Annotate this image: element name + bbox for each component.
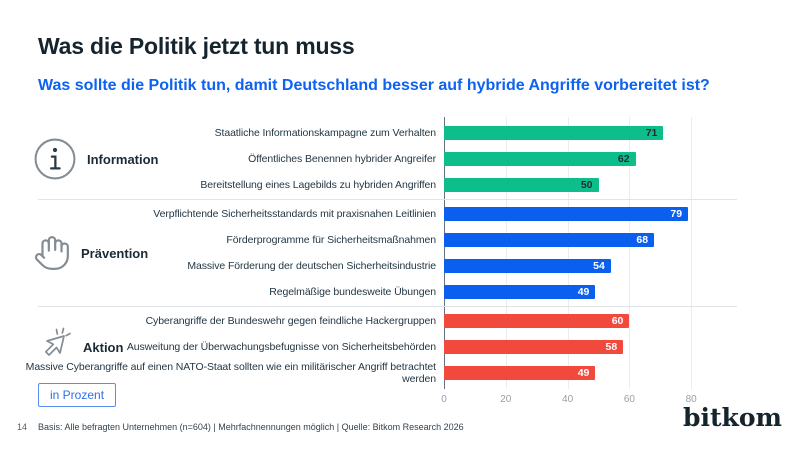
bar-track: 62	[444, 152, 800, 166]
group-badge: Aktion	[33, 327, 123, 367]
info-icon	[33, 137, 77, 181]
group-information: Information Staatliche Informationskampag…	[0, 119, 800, 199]
chart-row: Massive Förderung der deutschen Sicherhe…	[0, 253, 800, 279]
bar-value-label: 49	[577, 286, 590, 298]
category-label: Bereitstellung eines Lagebilds zu hybrid…	[200, 178, 436, 191]
bar: 60	[444, 314, 630, 328]
page-number: 14	[17, 422, 28, 432]
axis-tick-label: 40	[562, 394, 574, 405]
bar-track: 71	[444, 126, 800, 140]
x-axis: 0 20 40 60 80	[441, 394, 754, 408]
group-aktion: Aktion Cyberangriffe der Bundeswehr gegen…	[0, 307, 800, 387]
gridline	[505, 117, 507, 389]
chart-row: Bereitstellung eines Lagebilds zu hybrid…	[0, 172, 800, 198]
bar: 62	[444, 152, 636, 166]
axis-tick-label: 0	[441, 394, 447, 405]
group-badge: Prävention	[33, 232, 148, 274]
gridline	[691, 117, 693, 389]
bitkom-logo: bitkom	[683, 403, 782, 432]
group-label: Aktion	[83, 339, 124, 355]
bar-track: 60	[444, 314, 800, 328]
hand-icon	[33, 232, 71, 274]
category-label: Verpflichtende Sicherheitsstandards mit …	[153, 207, 436, 220]
category-label: Förderprogramme für Sicherheitsmaßnahmen	[226, 233, 436, 246]
bar-value-label: 54	[593, 260, 605, 272]
chart-row: Cyberangriffe der Bundeswehr gegen feind…	[0, 308, 800, 334]
bar-value-label: 50	[580, 179, 593, 191]
chart-row: Regelmäßige bundesweite Übungen 49	[0, 279, 800, 305]
chart-row: Ausweitung der Überwachungsbefugnisse vo…	[0, 334, 800, 360]
page-subtitle: Was sollte die Politik tun, damit Deutsc…	[38, 77, 710, 94]
bar-track: 49	[444, 285, 800, 299]
bar-chart: Information Staatliche Informationskampag…	[0, 113, 800, 413]
group-divider	[38, 306, 737, 307]
gridline	[444, 117, 445, 389]
unit-badge: in Prozent	[38, 383, 117, 407]
category-label: Ausweitung der Überwachungsbefugnisse vo…	[126, 340, 436, 353]
axis-tick-label: 20	[500, 394, 512, 405]
chart-row: Verpflichtende Sicherheitsstandards mit …	[0, 201, 800, 227]
chart-row: Förderprogramme für Sicherheitsmaßnahmen…	[0, 227, 800, 253]
bar: 79	[444, 207, 689, 221]
category-label: Staatliche Informationskampagne zum Verh…	[214, 126, 436, 139]
group-label: Information	[87, 151, 159, 167]
bar: 58	[444, 340, 624, 354]
bar: 49	[444, 285, 596, 299]
bar: 49	[444, 366, 596, 380]
bar-value-label: 62	[617, 153, 630, 165]
bar-track: 79	[444, 207, 800, 221]
bar-value-label: 79	[670, 208, 683, 220]
bar-track: 68	[444, 233, 800, 247]
click-icon	[33, 327, 73, 367]
category-label: Massive Förderung der deutschen Sicherhe…	[187, 259, 436, 272]
bar-value-label: 49	[577, 367, 590, 379]
group-praevention: Prävention Verpflichtende Sicherheitsstan…	[0, 200, 800, 306]
bar-track: 50	[444, 178, 800, 192]
gridline	[567, 117, 569, 389]
bar-value-label: 68	[636, 234, 649, 246]
group-badge: Information	[33, 137, 159, 181]
bar-value-label: 58	[605, 341, 618, 353]
bar-track: 54	[444, 259, 800, 273]
page-title: Was die Politik jetzt tun muss	[38, 33, 355, 59]
bar: 68	[444, 233, 655, 247]
group-label: Prävention	[81, 245, 149, 261]
bar-value-label: 60	[611, 315, 624, 327]
bar-track: 49	[444, 366, 800, 380]
chart-row: Massive Cyberangriffe auf einen NATO-Sta…	[0, 360, 800, 386]
axis-tick-label: 60	[623, 394, 635, 405]
chart-row: Öffentliches Benennen hybrider Angreifer…	[0, 146, 800, 172]
chart-gridlines	[444, 117, 754, 389]
category-label: Cyberangriffe der Bundeswehr gegen feind…	[145, 314, 437, 327]
axis-tick-label: 80	[685, 394, 697, 405]
bar: 71	[444, 126, 664, 140]
source-note: Basis: Alle befragten Unternehmen (n=604…	[38, 422, 464, 432]
group-divider	[38, 199, 737, 200]
bar: 54	[444, 259, 611, 273]
bar: 50	[444, 178, 599, 192]
category-label: Regelmäßige bundesweite Übungen	[269, 285, 436, 298]
bar-value-label: 71	[645, 127, 658, 139]
category-label: Öffentliches Benennen hybrider Angreifer	[248, 152, 436, 165]
category-label: Massive Cyberangriffe auf einen NATO-Sta…	[25, 360, 436, 385]
bar-track: 58	[444, 340, 800, 354]
chart-row: Staatliche Informationskampagne zum Verh…	[0, 120, 800, 146]
gridline	[629, 117, 631, 389]
chart-groups: Information Staatliche Informationskampag…	[0, 113, 800, 387]
